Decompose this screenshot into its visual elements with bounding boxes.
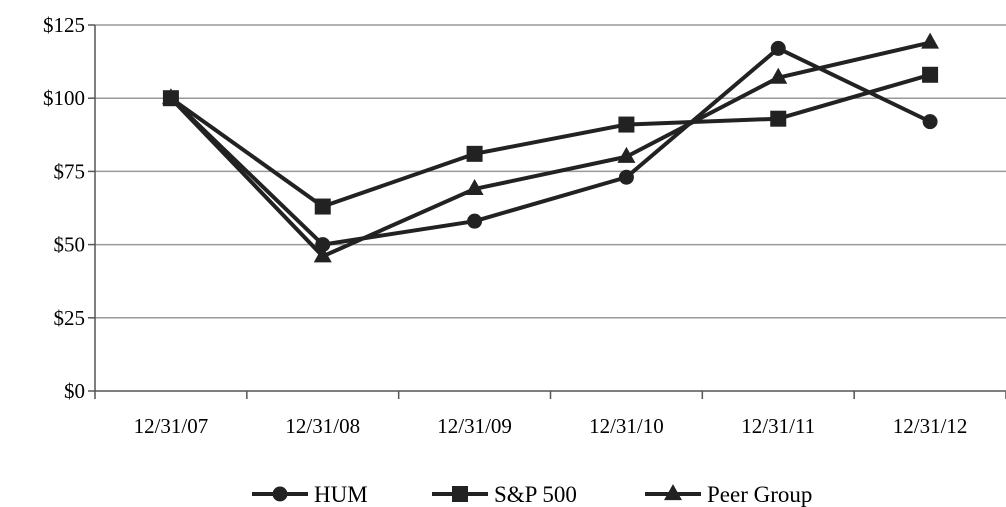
data-point-peer-group — [617, 146, 636, 163]
data-point-peer-group — [921, 32, 940, 49]
legend-item-s-p-500: S&P 500 — [432, 482, 577, 507]
y-tick-label: $100 — [43, 86, 85, 110]
data-point-peer-group — [161, 88, 180, 105]
data-point-hum — [922, 114, 938, 130]
axes — [88, 24, 1006, 399]
data-point-hum — [467, 213, 483, 229]
y-tick-labels: $0 $25 $50 $75 $100 $125 — [43, 13, 85, 403]
series-line-peer-group — [169, 40, 931, 259]
y-tick-label: $25 — [54, 306, 86, 330]
x-tick-label: 12/31/09 — [437, 414, 512, 438]
y-tick-label: $125 — [43, 13, 85, 37]
series-lines — [161, 32, 940, 263]
data-point-hum — [618, 169, 634, 185]
legend-item-peer-group: Peer Group — [645, 482, 812, 507]
y-tick-label: $0 — [64, 379, 85, 403]
legend-marker-triangle — [664, 484, 682, 501]
series-line-hum — [169, 46, 931, 247]
legend-marker-square — [452, 486, 468, 502]
x-tick-label: 12/31/08 — [285, 414, 360, 438]
series-hum — [163, 40, 938, 253]
legend-item-hum: HUM — [252, 482, 368, 507]
data-point-peer-group — [769, 67, 788, 84]
legend-marker-circle — [272, 486, 288, 502]
data-point-peer-group — [313, 246, 332, 263]
legend-label: Peer Group — [707, 482, 812, 507]
data-point-hum — [770, 40, 786, 56]
series-line-s-p-500 — [169, 72, 931, 209]
series-peer-group — [161, 32, 940, 263]
data-point-s-p-500 — [314, 198, 331, 215]
x-tick-labels: 12/31/07 12/31/08 12/31/09 12/31/10 12/31/11… — [134, 414, 968, 438]
x-tick-label: 12/31/11 — [741, 414, 815, 438]
data-point-hum — [315, 237, 331, 253]
x-tick-label: 12/31/10 — [589, 414, 664, 438]
legend-label: S&P 500 — [494, 482, 577, 507]
data-point-s-p-500 — [466, 145, 483, 162]
x-tick-label: 12/31/07 — [134, 414, 209, 438]
legend: HUM S&P 500 Peer Group — [252, 482, 812, 507]
data-point-s-p-500 — [618, 116, 635, 133]
series-s-p-500 — [162, 66, 939, 215]
y-tick-label: $50 — [54, 233, 86, 257]
data-point-s-p-500 — [770, 110, 787, 127]
data-point-peer-group — [465, 179, 484, 196]
legend-label: HUM — [314, 482, 368, 507]
y-tick-label: $75 — [54, 159, 86, 183]
data-point-s-p-500 — [922, 66, 939, 83]
x-tick-label: 12/31/12 — [893, 414, 968, 438]
